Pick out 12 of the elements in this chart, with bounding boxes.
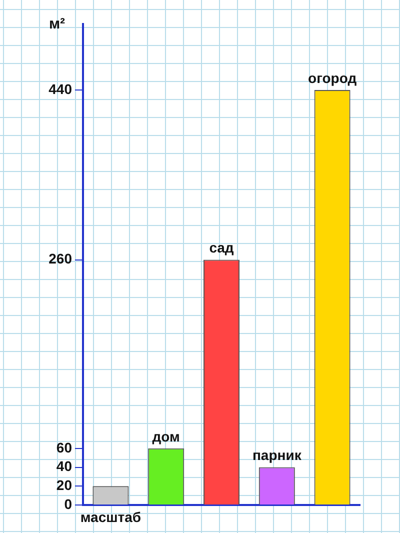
y-tick-label: 60 [56,439,72,456]
x-tick-label: сад [209,240,234,256]
y-tick-label: 0 [64,496,72,512]
y-tick-label: 440 [48,80,72,97]
y-tick-label: 40 [56,458,72,474]
y-tick-label: 20 [56,476,72,493]
x-tick-label: парник [252,447,302,464]
y-axis-title: м² [48,16,66,33]
x-tick-label: дом [152,428,180,444]
x-tick-label: масштаб [80,508,142,525]
y-tick-label: 260 [48,250,72,267]
x-tick-label: огород [308,70,357,86]
